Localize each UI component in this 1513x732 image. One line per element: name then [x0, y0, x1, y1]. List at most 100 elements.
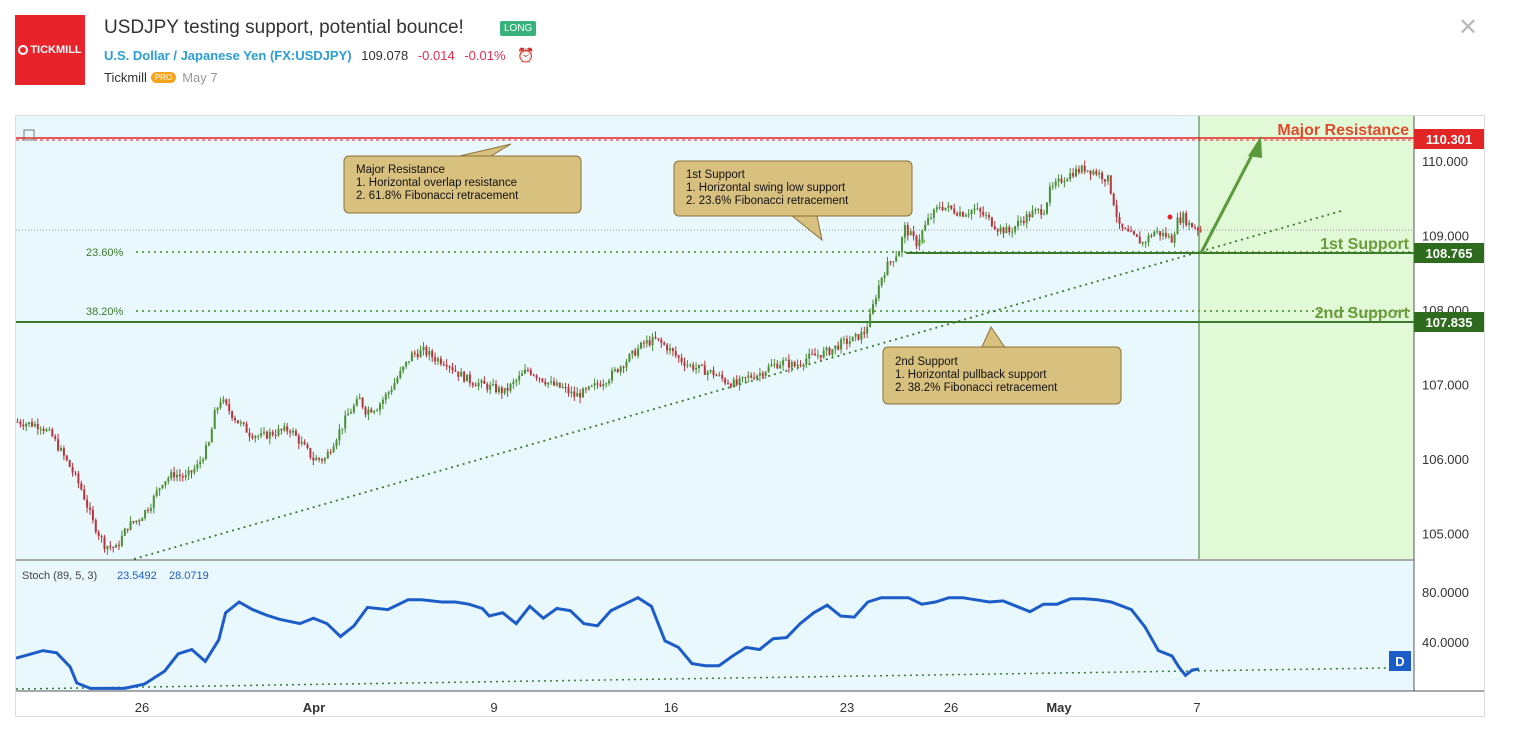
- candle-body: [135, 520, 138, 523]
- candle-body: [1115, 205, 1118, 217]
- candle-body: [1130, 231, 1133, 233]
- long-badge: LONG: [500, 21, 537, 36]
- candle-body: [68, 460, 71, 467]
- second-support-text: 2nd Support: [1315, 305, 1410, 322]
- candle-body: [460, 371, 463, 377]
- candle-body: [297, 435, 300, 444]
- candle-body: [1057, 178, 1060, 182]
- candle-body: [935, 207, 938, 210]
- candle-body: [210, 428, 213, 443]
- candle-body: [927, 218, 930, 225]
- candle-body: [74, 472, 77, 474]
- author-name[interactable]: Tickmill: [104, 70, 147, 85]
- candle-body: [434, 357, 437, 362]
- candle-body: [457, 371, 460, 377]
- candle-body: [503, 387, 506, 394]
- candle-body: [677, 355, 680, 358]
- candle-body: [660, 339, 663, 343]
- candle-body: [964, 214, 967, 217]
- candle-body: [564, 387, 567, 389]
- candle-body: [323, 458, 326, 461]
- logo-text: TICKMILL: [30, 44, 82, 56]
- candle-body: [265, 431, 268, 439]
- candle-body: [62, 448, 65, 456]
- candle-body: [83, 489, 86, 500]
- candle-body: [866, 327, 869, 334]
- candle-body: [712, 370, 715, 376]
- symbol-name-link[interactable]: U.S. Dollar / Japanese Yen: [104, 48, 267, 63]
- candle-body: [318, 457, 321, 460]
- symbol-code-link[interactable]: (FX:USDJPY): [269, 48, 352, 63]
- candle-body: [228, 403, 231, 412]
- candle-body: [845, 338, 848, 344]
- publisher-logo[interactable]: TICKMILL: [15, 15, 85, 85]
- candle-body: [666, 344, 669, 351]
- candle-body: [953, 208, 956, 214]
- candle-body: [541, 378, 544, 382]
- close-icon[interactable]: ✕: [1458, 14, 1479, 41]
- idea-title: USDJPY testing support, potential bounce…: [104, 17, 464, 38]
- candle-body: [518, 375, 521, 381]
- candle-body: [54, 436, 57, 440]
- candle-body: [254, 436, 257, 439]
- candle-body: [28, 422, 31, 424]
- time-axis: 26 Apr 9 16 23 26 May 7: [135, 700, 1201, 715]
- candle-body: [706, 371, 709, 375]
- candle-body: [1104, 179, 1106, 182]
- candle-body: [993, 226, 996, 230]
- candle-body: [367, 409, 370, 415]
- candle-body: [109, 546, 112, 548]
- candle-body: [390, 389, 393, 393]
- candle-body: [309, 448, 312, 458]
- candle-body: [1072, 173, 1075, 177]
- alarm-clock-icon[interactable]: ⏰: [517, 47, 535, 63]
- candle-body: [1060, 178, 1063, 183]
- candle-body: [671, 348, 674, 352]
- candle-body: [787, 359, 790, 368]
- candle-body: [437, 358, 439, 362]
- candle-body: [396, 378, 399, 383]
- candle-body: [1159, 231, 1162, 236]
- candle-body: [819, 355, 822, 358]
- candle-body: [347, 413, 350, 416]
- candle-body: [944, 207, 947, 210]
- last-price: 109.078: [361, 48, 409, 63]
- candle-body: [718, 374, 721, 376]
- candle-body: [326, 451, 329, 459]
- candle-body: [645, 340, 648, 344]
- candle-body: [480, 380, 483, 383]
- candle-body: [553, 381, 555, 386]
- candle-body: [700, 364, 703, 366]
- collapse-toggle-icon[interactable]: [23, 129, 35, 141]
- chart-frame[interactable]: 23.60% 38.20% Major Resistance 1st Suppo…: [15, 115, 1485, 717]
- candle-body: [703, 365, 706, 375]
- price-chart[interactable]: 23.60% 38.20% Major Resistance 1st Suppo…: [15, 116, 1484, 716]
- candle-body: [616, 369, 619, 373]
- candle-body: [51, 429, 54, 437]
- price-tick-label: 106.000: [1422, 452, 1469, 467]
- price-tick-label: 109.000: [1422, 229, 1469, 244]
- candle-body: [741, 377, 744, 379]
- candle-body: [329, 451, 332, 453]
- candle-body: [721, 374, 724, 379]
- candle-body: [213, 410, 216, 429]
- candle-body: [669, 348, 671, 351]
- candle-body: [692, 364, 695, 370]
- second-support-price-tag-text: 107.835: [1426, 315, 1473, 330]
- candle-body: [558, 382, 561, 388]
- candle-body: [857, 334, 860, 340]
- candle-body: [776, 363, 779, 369]
- fib-23-6-label: 23.60%: [86, 247, 124, 259]
- candle-body: [729, 383, 732, 387]
- candle-body: [25, 423, 28, 427]
- annotation-line: 1st Support: [686, 169, 746, 181]
- candle-body: [758, 373, 761, 376]
- candle-body: [535, 375, 538, 379]
- candle-body: [561, 387, 564, 389]
- candle-body: [956, 213, 959, 216]
- candle-body: [187, 470, 190, 476]
- stoch-trendline: [15, 667, 1387, 690]
- candle-body: [303, 441, 306, 445]
- candle-body: [538, 378, 541, 380]
- candle-body: [909, 231, 912, 236]
